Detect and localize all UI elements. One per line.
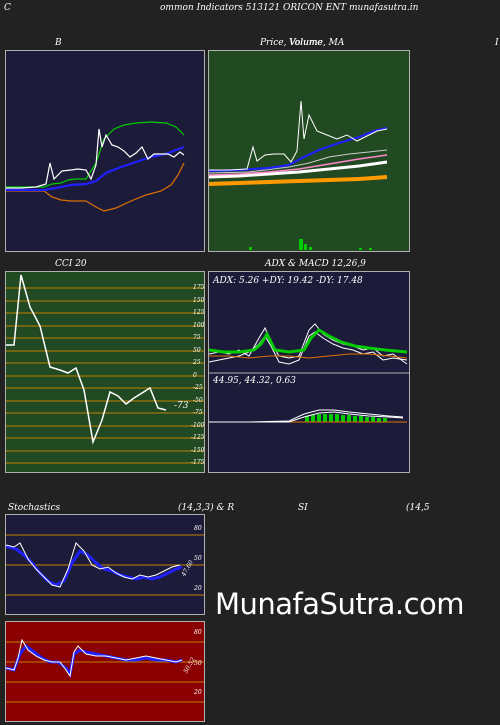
bollinger-title: B [55,38,62,48]
stochastics-tick-50: 50 [194,555,202,562]
adx-title: ADX & MACD 12,26,9 [265,259,366,269]
price-ma-pink [209,154,388,176]
cci-value-label: -73 [174,401,189,411]
cci-tick-0: 0 [193,372,197,379]
cci-title: CCI 20 [55,259,87,269]
cci-tick-150: 150 [193,297,205,304]
macd-histogram [305,414,387,422]
bollinger-lower-band [6,162,185,212]
cci-tick-minus100: -100 [191,422,205,429]
rsi-panel: 80 50 20 50.52 [5,621,205,722]
cci-line [6,274,167,445]
price-close-line [209,100,388,171]
stochastics-chart [6,534,204,596]
price-ma-blue [209,126,388,173]
bollinger-chart [6,121,185,212]
price-panel [208,50,410,252]
price-chart [209,100,388,250]
adx-orange-line [209,353,408,359]
rsi-blue-line [6,643,183,678]
stochastics-k-line [6,542,181,588]
adx-green-line [209,328,408,354]
cci-tick-minus125: -125 [191,434,205,441]
macd-signal-line [209,411,404,423]
bollinger-panel [5,50,205,252]
cci-tick-75: 75 [193,334,201,341]
rsi-chart [6,638,204,703]
cci-tick-175: 175 [193,284,205,291]
stochastics-tick-20: 20 [194,585,202,592]
cci-tick-minus175: -175 [191,459,205,466]
cci-tick-100: 100 [193,322,205,329]
header-left-char: C [4,3,11,13]
cci-gridlines [6,287,204,464]
adx-macd-chart [209,323,409,423]
cci-tick-minus25: -25 [193,384,203,391]
rsi-white-line [6,638,183,678]
macd-values-label: 44.95, 44.32, 0.63 [213,376,297,386]
rsi-params: (14,5 [406,503,430,513]
cci-tick-125: 125 [193,309,205,316]
stochastics-params: (14,3,3) & R [178,503,235,513]
stochastics-gridlines [6,534,204,596]
cci-tick-minus150: -150 [191,447,205,454]
price-volume-bars [249,239,372,250]
stochastics-tick-80: 80 [194,525,202,532]
adx-values-label: ADX: 5.26 +DY: 19.42 -DY: 17.48 [213,276,363,286]
watermark: MunafaSutra.com [215,587,465,621]
rsi-tick-80: 80 [194,629,202,636]
cci-tick-minus50: -50 [193,397,203,404]
price-title: Price, Volume, MA [260,38,345,48]
cci-tick-minus75: -75 [193,409,203,416]
price-ma-orange [209,175,388,186]
cci-panel: 175 150 125 100 75 50 25 0 -25 -50 -75 -… [5,271,205,473]
rsi-tick-50: 50 [194,660,202,667]
price-ma-gray [209,149,388,174]
page-title: ommon Indicators 513121 ORICON ENT munaf… [160,3,419,13]
cci-tick-25: 25 [193,359,201,366]
right-stub-title: I [495,38,499,48]
rsi-gridlines [6,641,204,703]
cci-chart [6,274,204,464]
price-title-overlay: Volume [289,38,323,48]
stochastics-panel: 80 50 20 47.60 [5,514,205,615]
stochastics-title: Stochastics [8,503,61,513]
bollinger-close-line [6,128,185,189]
rsi-tick-20: 20 [194,689,202,696]
rsi-title: SI [298,503,308,513]
adx-macd-panel: ADX: 5.26 +DY: 19.42 -DY: 17.48 44.95, 4… [208,271,410,473]
price-ma-white-thick [209,160,388,179]
cci-tick-50: 50 [193,347,201,354]
